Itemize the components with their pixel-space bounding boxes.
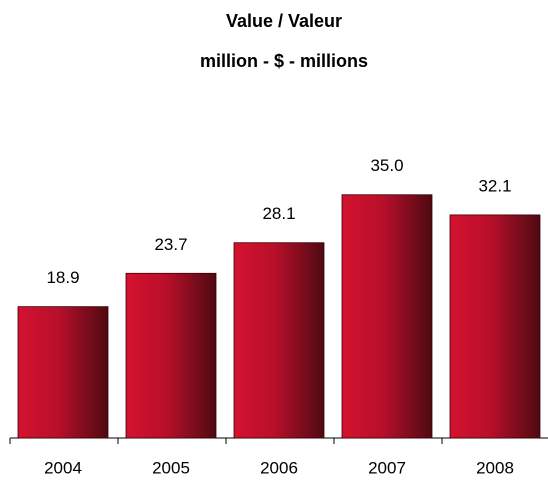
x-tick-label: 2007 xyxy=(368,458,406,477)
x-tick-label: 2005 xyxy=(152,458,190,477)
value-label: 18.9 xyxy=(46,268,79,287)
x-tick-label: 2004 xyxy=(44,458,82,477)
value-label: 23.7 xyxy=(154,235,187,254)
chart-title: Value / Valeur xyxy=(226,11,342,31)
value-label: 32.1 xyxy=(478,176,511,195)
chart-subtitle: million - $ - millions xyxy=(200,51,368,71)
value-label: 28.1 xyxy=(262,204,295,223)
bar xyxy=(125,272,217,439)
bar xyxy=(341,194,433,439)
bar xyxy=(233,242,325,439)
x-tick-label: 2006 xyxy=(260,458,298,477)
x-tick-label: 2008 xyxy=(476,458,514,477)
bar xyxy=(17,306,109,439)
bar xyxy=(449,214,541,439)
value-label: 35.0 xyxy=(370,156,403,175)
